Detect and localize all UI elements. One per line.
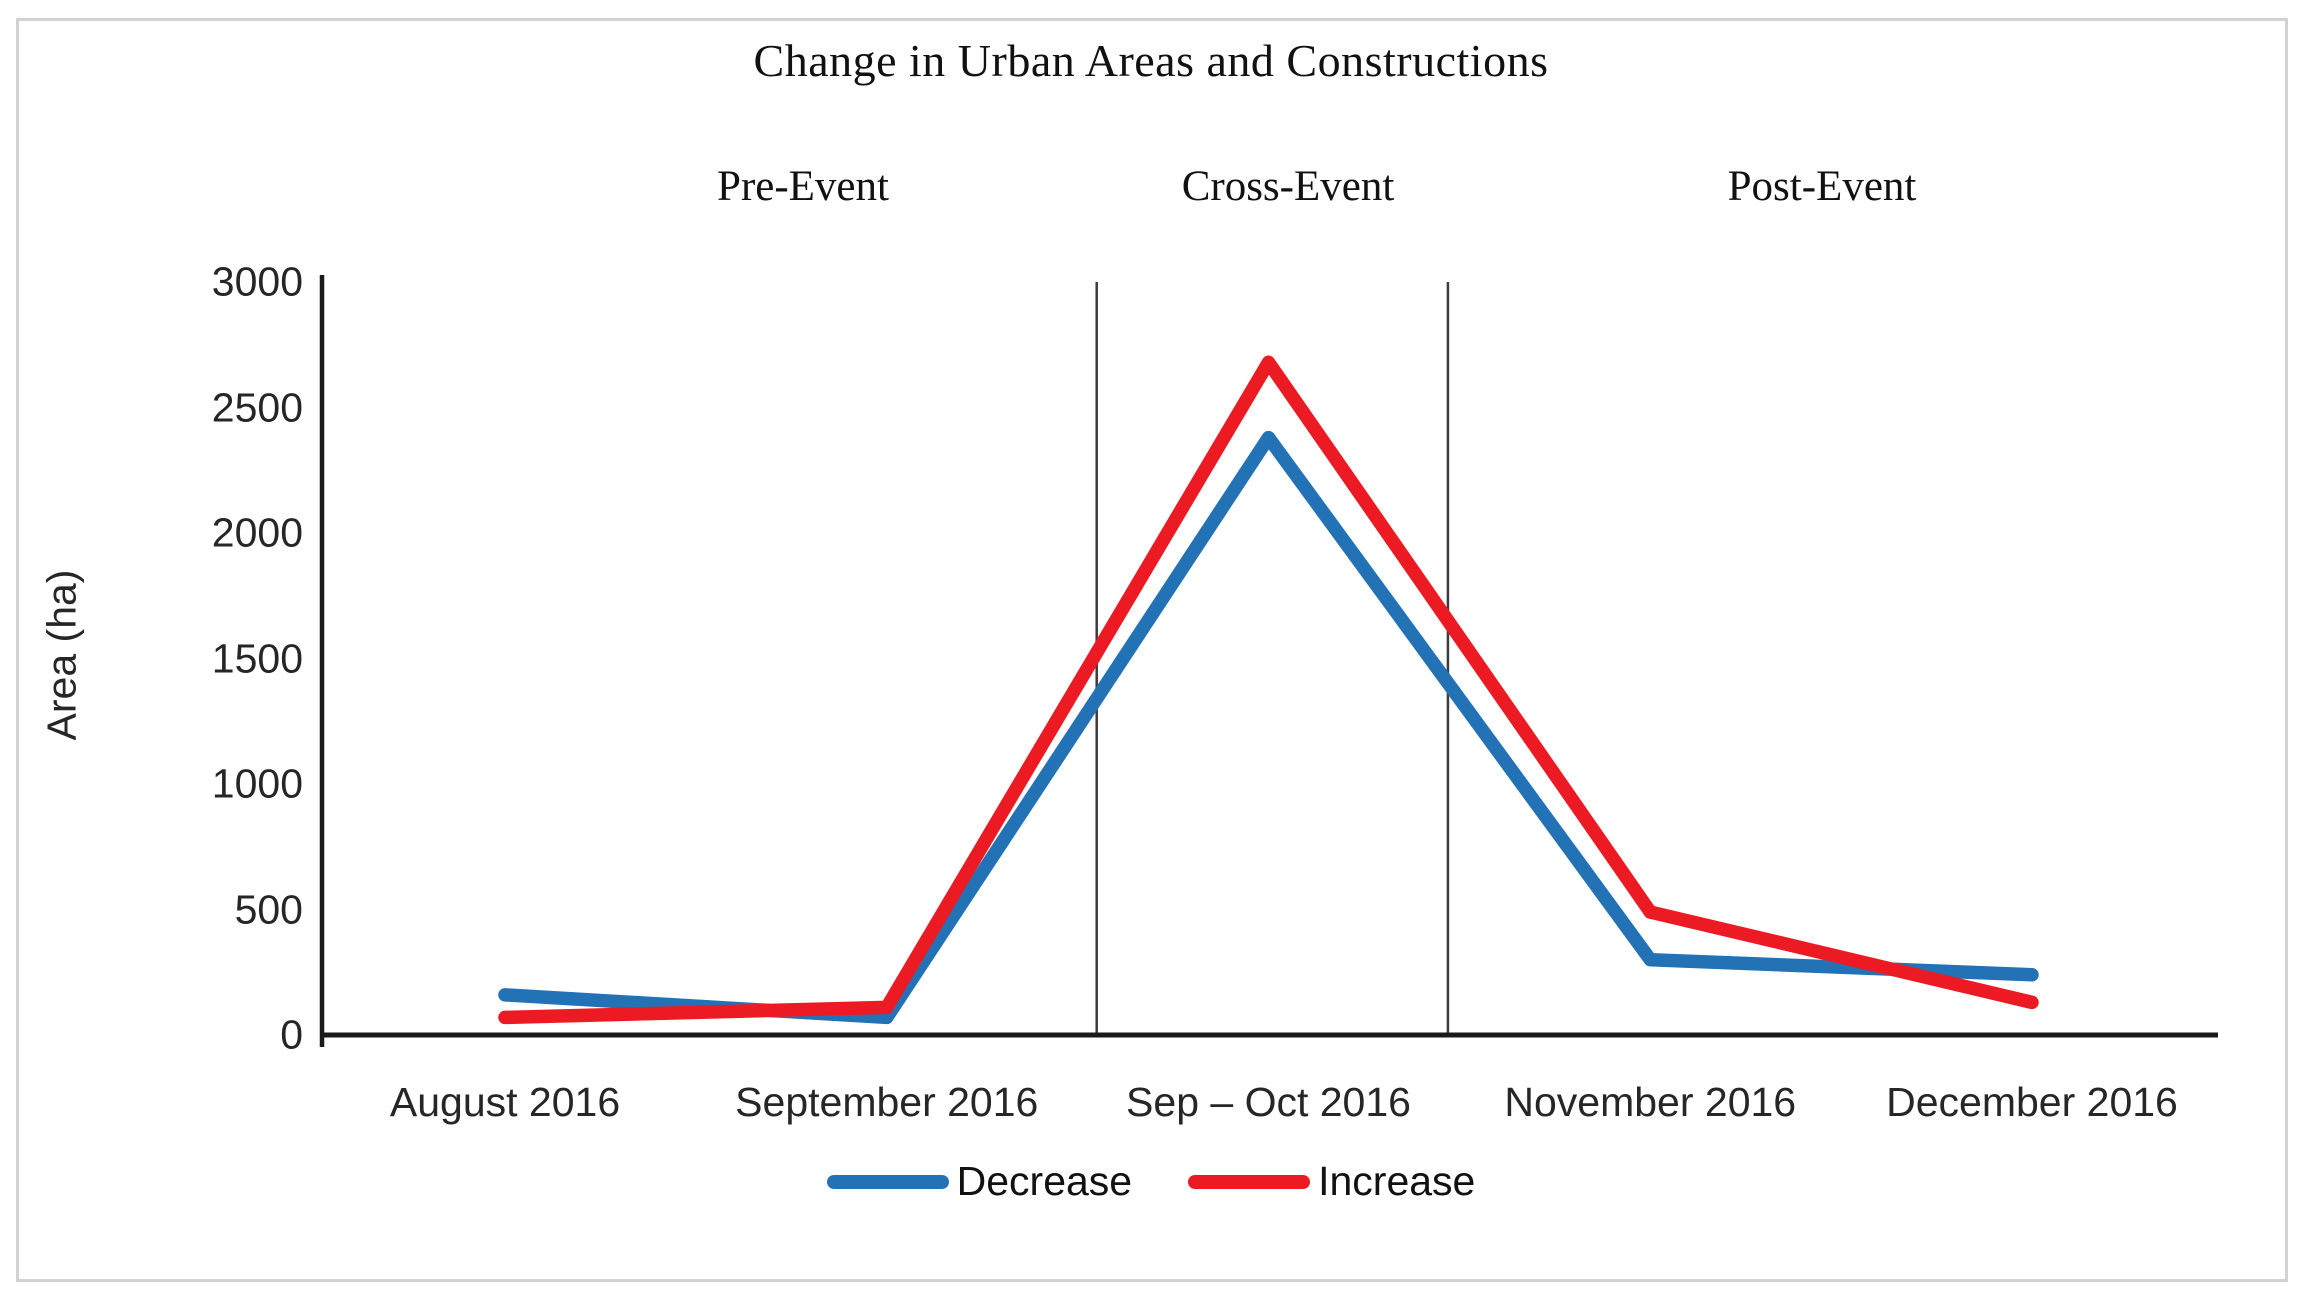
y-tick-label-500: 500: [234, 886, 303, 932]
legend-label-decrease: Decrease: [956, 1158, 1133, 1204]
legend-item-decrease: Decrease: [826, 1158, 1133, 1205]
y-tick-label-1000: 1000: [211, 760, 303, 807]
x-category-label-2: September 2016: [735, 1079, 1039, 1125]
decrease-line-swatch: [826, 1174, 949, 1189]
legend: Decrease Increase: [0, 1158, 2302, 1205]
y-tick-label-1500: 1500: [211, 635, 303, 681]
x-category-label-4: November 2016: [1504, 1079, 1797, 1125]
chart-title: Change in Urban Areas and Constructions: [753, 35, 1549, 86]
phase-label-pre-event: Pre-Event: [717, 163, 889, 210]
decrease-line: [498, 430, 2039, 1025]
legend-label-increase: Increase: [1318, 1158, 1476, 1204]
y-tick-label-0: 0: [280, 1011, 303, 1058]
increase-line-swatch: [1188, 1174, 1311, 1189]
x-category-label-1: August 2016: [389, 1079, 621, 1125]
x-category-label-5: December 2016: [1886, 1079, 2178, 1125]
y-tick-label-2000: 2000: [211, 509, 303, 556]
x-category-label-3: Sep – Oct 2016: [1126, 1079, 1411, 1125]
increase-line: [498, 355, 2039, 1025]
y-tick-label-3000: 3000: [211, 258, 303, 305]
phase-label-cross-event: Cross-Event: [1181, 163, 1395, 210]
legend-item-increase: Increase: [1188, 1158, 1475, 1205]
phase-label-post-event: Post-Event: [1727, 163, 1917, 210]
figure-border: [16, 18, 2288, 1282]
y-tick-label-2500: 2500: [211, 384, 303, 430]
